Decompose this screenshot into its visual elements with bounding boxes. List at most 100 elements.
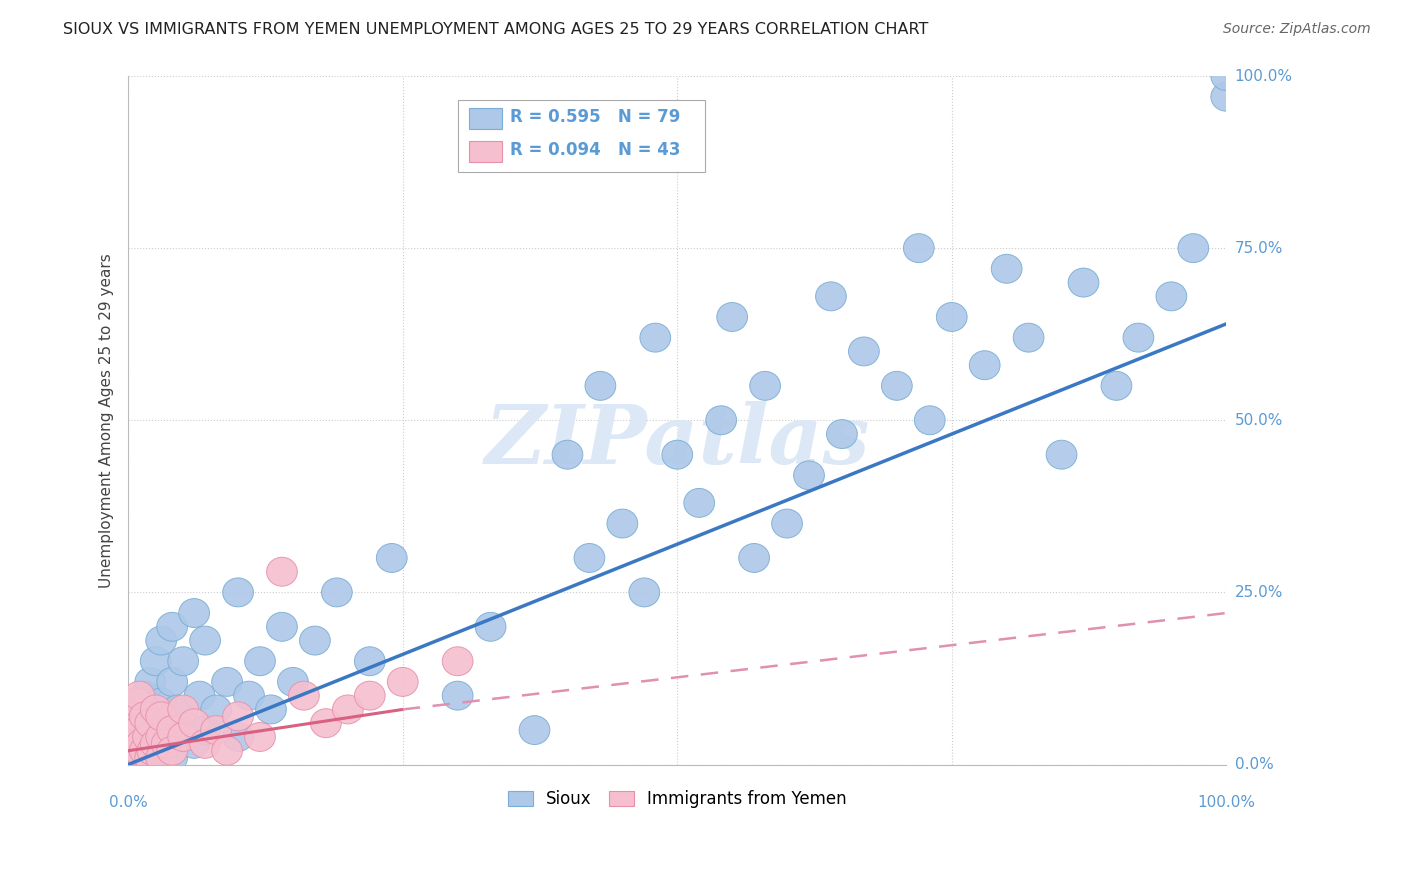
Ellipse shape [121,730,152,758]
FancyBboxPatch shape [457,100,704,172]
Ellipse shape [152,730,181,758]
Ellipse shape [129,736,160,765]
Ellipse shape [1211,82,1241,112]
Ellipse shape [553,441,583,469]
Ellipse shape [1123,323,1154,352]
Ellipse shape [124,681,155,710]
Ellipse shape [179,709,209,738]
Ellipse shape [157,612,187,641]
Ellipse shape [122,688,152,717]
Ellipse shape [738,543,769,573]
Text: SIOUX VS IMMIGRANTS FROM YEMEN UNEMPLOYMENT AMONG AGES 25 TO 29 YEARS CORRELATIO: SIOUX VS IMMIGRANTS FROM YEMEN UNEMPLOYM… [63,22,928,37]
Ellipse shape [662,441,693,469]
Ellipse shape [1014,323,1045,352]
Text: ZIPatlas: ZIPatlas [485,401,870,481]
Ellipse shape [157,715,187,745]
Ellipse shape [222,723,253,751]
Ellipse shape [127,730,157,758]
Ellipse shape [112,723,143,751]
Ellipse shape [132,736,163,765]
Bar [468,142,502,162]
Ellipse shape [245,647,276,676]
Ellipse shape [377,543,408,573]
Ellipse shape [815,282,846,310]
Ellipse shape [146,702,177,731]
Ellipse shape [212,736,242,765]
Ellipse shape [157,736,187,765]
Ellipse shape [118,709,149,738]
Text: 0.0%: 0.0% [1234,757,1274,772]
Ellipse shape [129,723,160,751]
Ellipse shape [267,612,297,641]
Ellipse shape [141,695,172,724]
Text: 25.0%: 25.0% [1234,585,1282,600]
Ellipse shape [683,489,714,517]
Ellipse shape [991,254,1022,284]
Ellipse shape [152,730,181,758]
Ellipse shape [849,337,879,366]
Ellipse shape [190,730,221,758]
Ellipse shape [146,626,177,655]
Ellipse shape [1178,234,1209,262]
Ellipse shape [146,736,177,765]
Text: 50.0%: 50.0% [1234,413,1282,428]
Ellipse shape [388,667,418,697]
Ellipse shape [288,681,319,710]
Ellipse shape [706,406,737,434]
Ellipse shape [157,743,187,772]
Ellipse shape [135,730,166,758]
Ellipse shape [190,626,221,655]
Ellipse shape [146,715,177,745]
Text: 75.0%: 75.0% [1234,241,1282,256]
Ellipse shape [475,612,506,641]
Ellipse shape [607,509,638,538]
Ellipse shape [772,509,803,538]
Ellipse shape [141,709,172,738]
Text: R = 0.595   N = 79: R = 0.595 N = 79 [510,108,681,127]
Ellipse shape [628,578,659,607]
Ellipse shape [222,578,253,607]
Ellipse shape [267,558,297,586]
Ellipse shape [354,647,385,676]
Bar [468,109,502,129]
Ellipse shape [179,599,209,627]
Ellipse shape [827,419,858,449]
Ellipse shape [212,667,242,697]
Ellipse shape [115,736,146,765]
Ellipse shape [332,695,363,724]
Ellipse shape [233,681,264,710]
Ellipse shape [914,406,945,434]
Ellipse shape [129,702,160,731]
Ellipse shape [882,371,912,401]
Ellipse shape [184,681,215,710]
Ellipse shape [179,730,209,758]
Ellipse shape [129,681,160,710]
Ellipse shape [135,743,166,772]
Ellipse shape [146,743,177,772]
Ellipse shape [640,323,671,352]
Ellipse shape [167,723,198,751]
Text: R = 0.094   N = 43: R = 0.094 N = 43 [510,141,681,160]
Ellipse shape [354,681,385,710]
Text: 100.0%: 100.0% [1234,69,1292,84]
Ellipse shape [157,709,187,738]
Ellipse shape [121,715,152,745]
Ellipse shape [322,578,353,607]
Ellipse shape [936,302,967,332]
Ellipse shape [969,351,1000,380]
Ellipse shape [117,702,146,731]
Text: Source: ZipAtlas.com: Source: ZipAtlas.com [1223,22,1371,37]
Ellipse shape [311,709,342,738]
Ellipse shape [245,723,276,751]
Ellipse shape [124,736,155,765]
Ellipse shape [132,702,163,731]
Ellipse shape [443,647,472,676]
Ellipse shape [1101,371,1132,401]
Text: 100.0%: 100.0% [1198,795,1256,810]
Ellipse shape [141,647,172,676]
Legend: Sioux, Immigrants from Yemen: Sioux, Immigrants from Yemen [502,783,853,814]
Ellipse shape [122,743,153,772]
Ellipse shape [585,371,616,401]
Ellipse shape [904,234,934,262]
Ellipse shape [519,715,550,745]
